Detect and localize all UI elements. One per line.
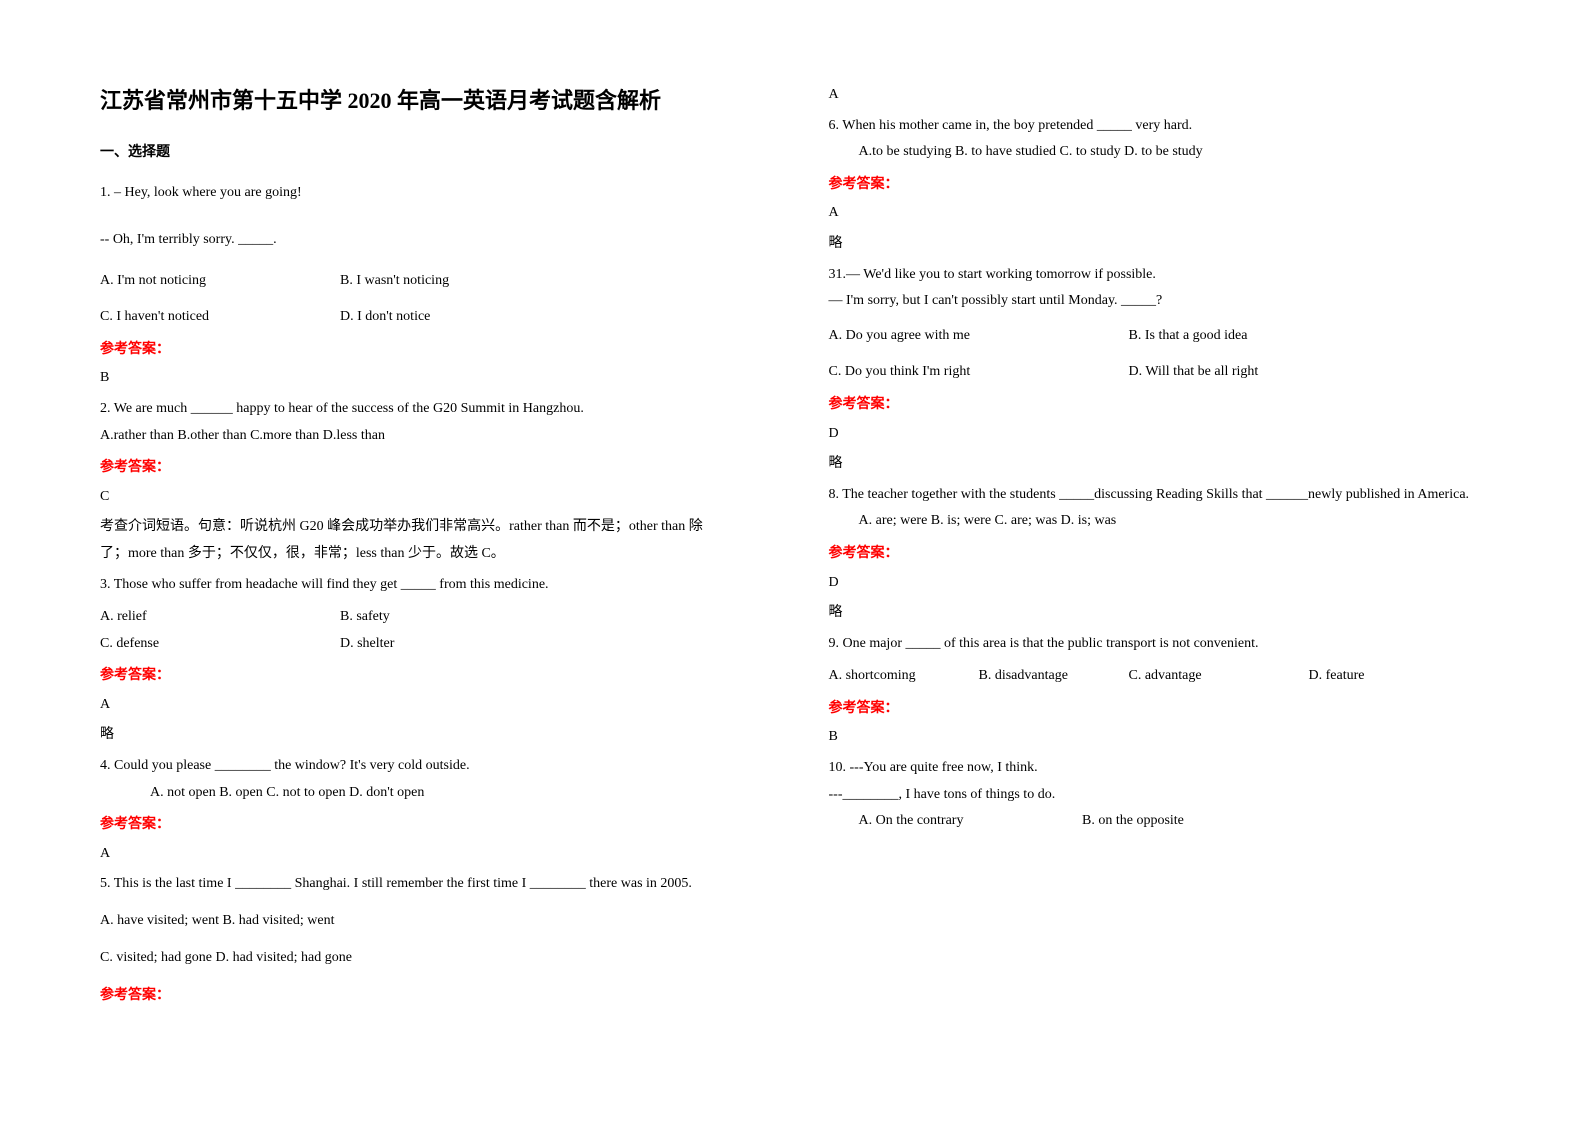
answer-label-31: 参考答案：	[829, 392, 1498, 419]
answer-label-3: 参考答案：	[100, 663, 769, 690]
q1-opt-c: C. I haven't noticed	[100, 304, 340, 331]
q31-opt-a: A. Do you agree with me	[829, 323, 1129, 350]
q3-stem: 3. Those who suffer from headache will f…	[100, 572, 769, 599]
q6-opts: A.to be studying B. to have studied C. t…	[829, 139, 1498, 166]
answer-label-6: 参考答案：	[829, 172, 1498, 199]
right-column: A 6. When his mother came in, the boy pr…	[829, 80, 1498, 1062]
q9-opt-d: D. feature	[1309, 663, 1365, 690]
q8-lue: 略	[829, 600, 1498, 627]
q1-opt-b: B. I wasn't noticing	[340, 268, 449, 295]
q9-opt-b: B. disadvantage	[979, 663, 1129, 690]
q31-opt-c: C. Do you think I'm right	[829, 359, 1129, 386]
q5-opts-row1: A. have visited; went B. had visited; we…	[100, 908, 769, 935]
q1-opt-a: A. I'm not noticing	[100, 268, 340, 295]
q31-lue: 略	[829, 451, 1498, 478]
answer-label: 参考答案：	[100, 337, 769, 364]
q31-opt-d: D. Will that be all right	[1129, 359, 1259, 386]
answer-label-2: 参考答案：	[100, 455, 769, 482]
q6-stem: 6. When his mother came in, the boy pret…	[829, 113, 1498, 140]
q9-stem: 9. One major _____ of this area is that …	[829, 631, 1498, 658]
q5-answer: A	[829, 82, 1498, 109]
q6-answer: A	[829, 200, 1498, 227]
q2-answer: C	[100, 484, 769, 511]
page-columns: 江苏省常州市第十五中学 2020 年高一英语月考试题含解析 一、选择题 1. –…	[100, 80, 1497, 1062]
q9-answer: B	[829, 724, 1498, 751]
answer-label-8: 参考答案：	[829, 541, 1498, 568]
q2-stem: 2. We are much ______ happy to hear of t…	[100, 396, 769, 423]
q4-opts: A. not open B. open C. not to open D. do…	[100, 780, 769, 807]
q4-stem: 4. Could you please ________ the window?…	[100, 753, 769, 780]
q3-opt-c: C. defense	[100, 631, 340, 658]
page-title: 江苏省常州市第十五中学 2020 年高一英语月考试题含解析	[100, 80, 769, 122]
q1-opt-d: D. I don't notice	[340, 304, 430, 331]
q3-answer: A	[100, 692, 769, 719]
q6-lue: 略	[829, 231, 1498, 258]
q3-opt-d: D. shelter	[340, 631, 394, 658]
q4-answer: A	[100, 841, 769, 868]
q31-stem-b: — I'm sorry, but I can't possibly start …	[829, 288, 1498, 315]
answer-label-4: 参考答案：	[100, 812, 769, 839]
q9-opt-a: A. shortcoming	[829, 663, 979, 690]
q1-stem-b: -- Oh, I'm terribly sorry. _____.	[100, 227, 769, 254]
answer-label-9: 参考答案：	[829, 696, 1498, 723]
section-heading: 一、选择题	[100, 140, 769, 167]
answer-label-5: 参考答案：	[100, 983, 769, 1010]
q2-explain-a: 考查介词短语。句意：听说杭州 G20 峰会成功举办我们非常高兴。rather t…	[100, 514, 769, 541]
left-column: 江苏省常州市第十五中学 2020 年高一英语月考试题含解析 一、选择题 1. –…	[100, 80, 769, 1062]
q8-stem: 8. The teacher together with the student…	[829, 482, 1498, 509]
q3-opt-b: B. safety	[340, 604, 390, 631]
q5-opts-row2: C. visited; had gone D. had visited; had…	[100, 945, 769, 972]
q10-stem-b: ---________, I have tons of things to do…	[829, 782, 1498, 809]
q10-opt-a: A. On the contrary	[859, 808, 1079, 835]
q3-opt-a: A. relief	[100, 604, 340, 631]
q31-answer: D	[829, 421, 1498, 448]
q10-stem-a: 10. ---You are quite free now, I think.	[829, 755, 1498, 782]
q5-stem: 5. This is the last time I ________ Shan…	[100, 871, 769, 898]
q3-lue: 略	[100, 722, 769, 749]
q2-explain-b: 了；more than 多于；不仅仅，很，非常；less than 少于。故选 …	[100, 541, 769, 568]
q8-opts: A. are; were B. is; were C. are; was D. …	[829, 508, 1498, 535]
q31-stem-a: 31.— We'd like you to start working tomo…	[829, 262, 1498, 289]
q9-opt-c: C. advantage	[1129, 663, 1309, 690]
q10-opt-b: B. on the opposite	[1082, 808, 1184, 835]
q31-opt-b: B. Is that a good idea	[1129, 323, 1248, 350]
q8-answer: D	[829, 570, 1498, 597]
q1-answer: B	[100, 365, 769, 392]
q2-opts: A.rather than B.other than C.more than D…	[100, 423, 769, 450]
q1-stem-a: 1. – Hey, look where you are going!	[100, 180, 769, 207]
